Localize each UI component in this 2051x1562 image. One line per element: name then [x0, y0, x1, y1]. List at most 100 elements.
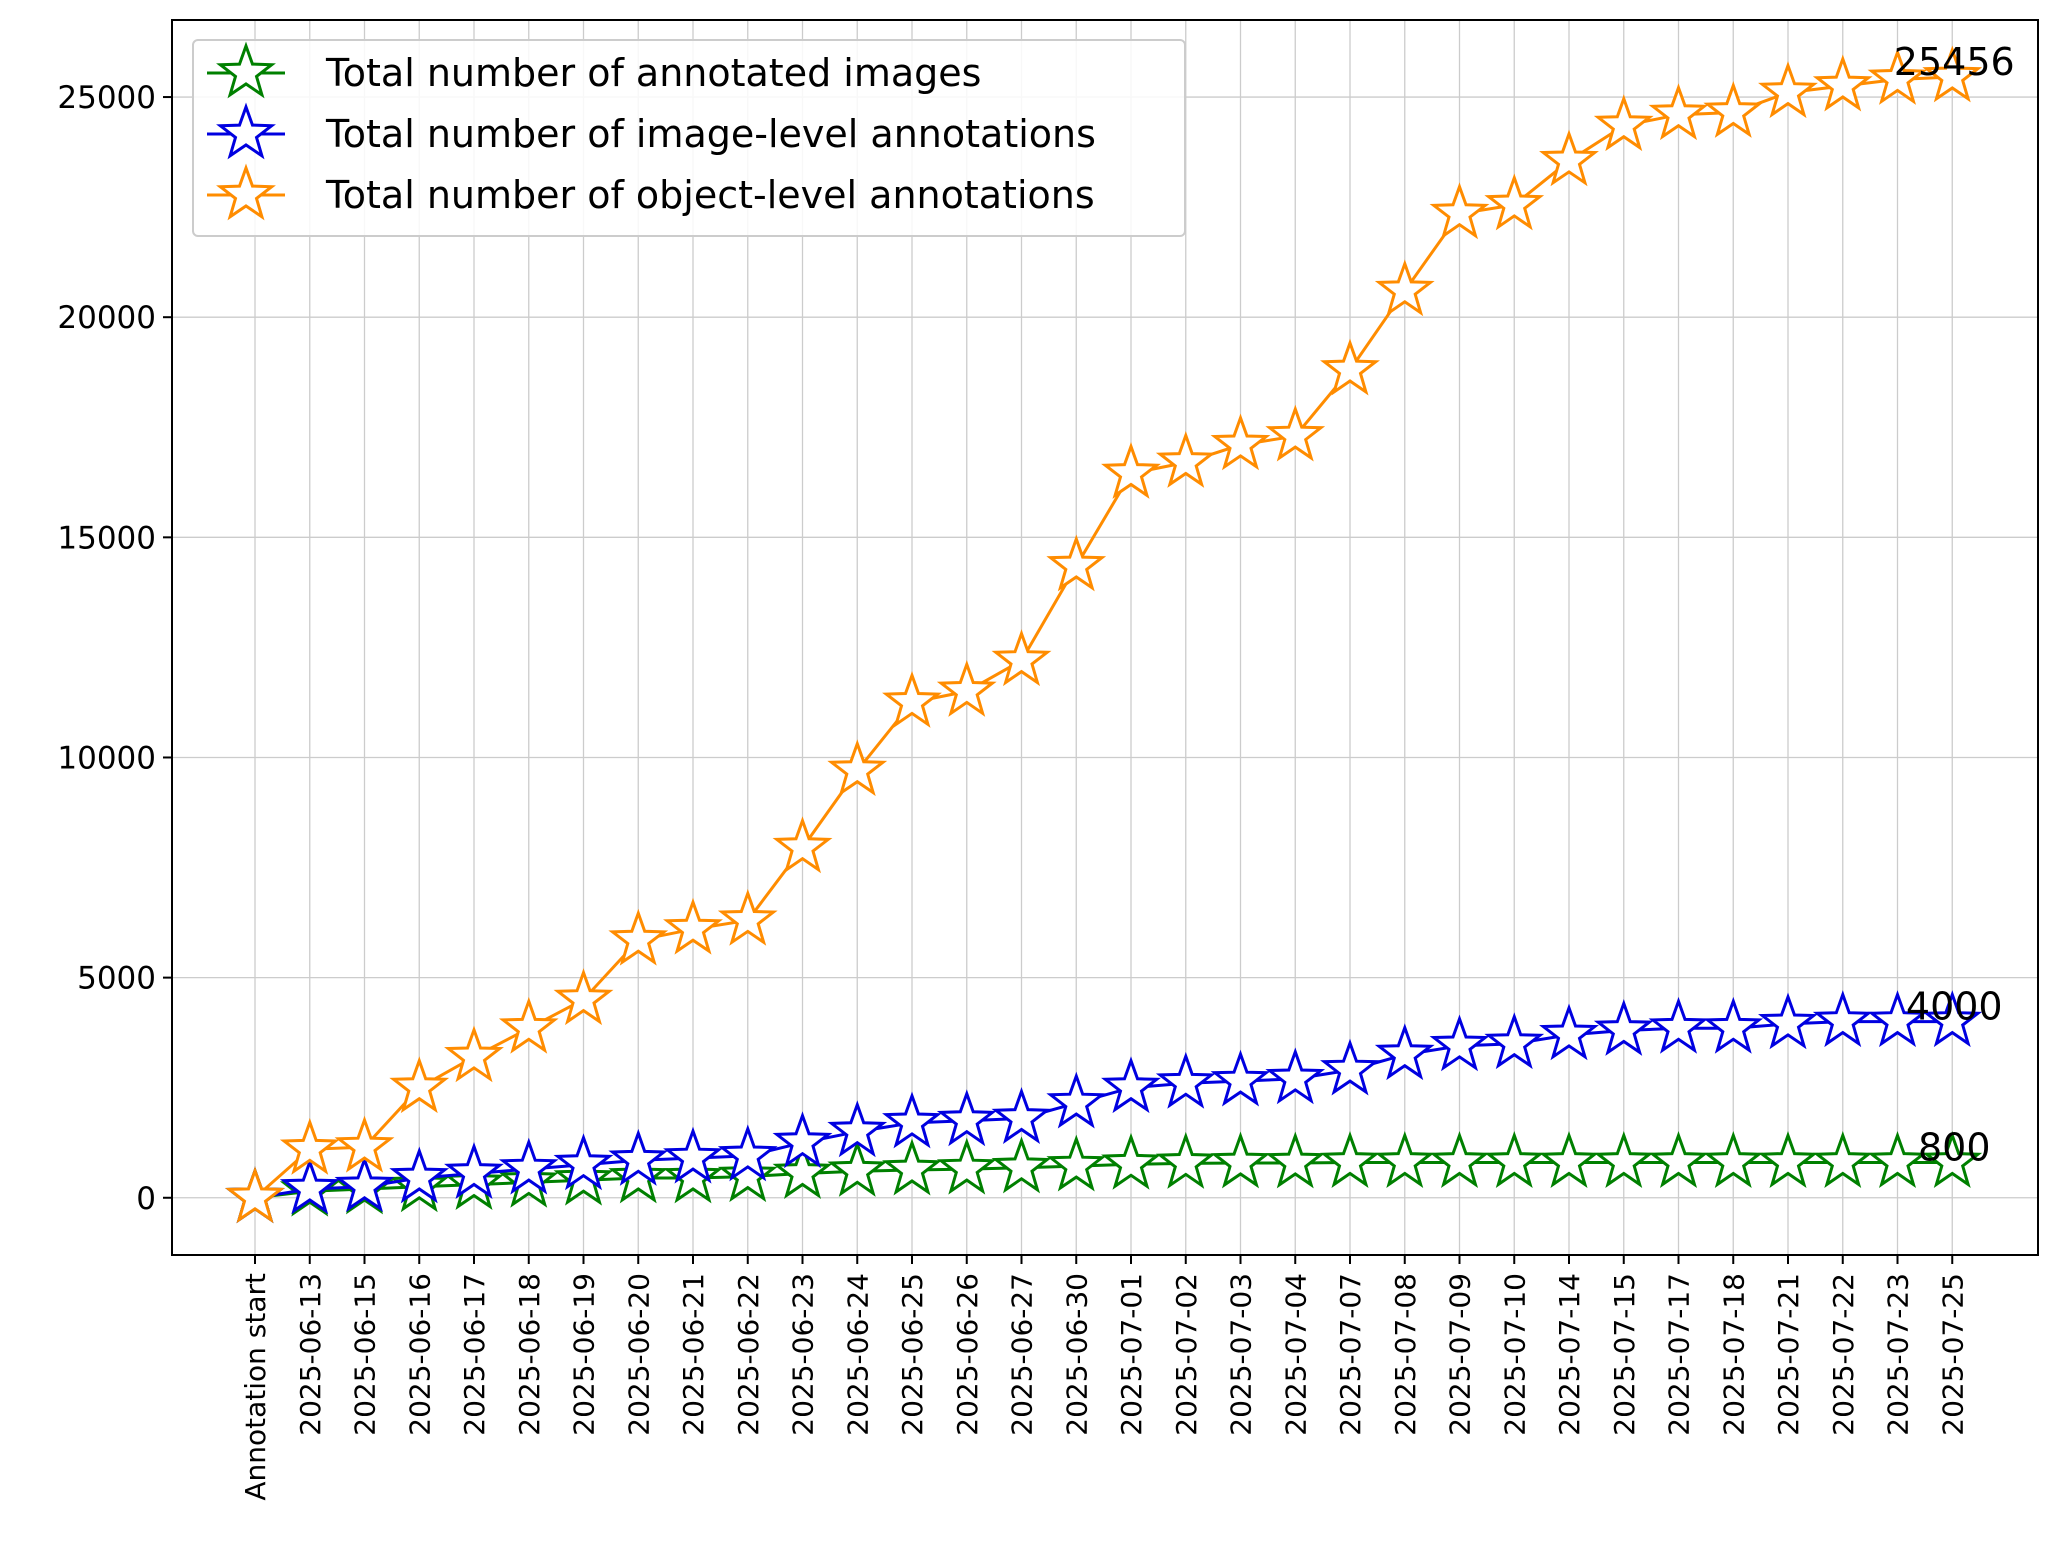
data-point [882, 670, 942, 728]
x-tick-label: 2025-06-19 [568, 1273, 601, 1436]
legend-label: Total number of object-level annotations [325, 173, 1095, 217]
data-point [991, 1087, 1052, 1145]
y-axis: 0 5000 10000 15000 20000 25000 [57, 80, 172, 1217]
end-labels: 800 4000 25456 [1894, 40, 2015, 1170]
data-point [772, 1142, 833, 1200]
legend-label: Total number of annotated images [325, 51, 981, 95]
data-point [225, 1166, 285, 1224]
y-tick-label: 5000 [77, 961, 156, 997]
data-point [553, 968, 614, 1026]
data-point [608, 1128, 669, 1186]
data-point [608, 1146, 669, 1204]
data-point [1867, 47, 1928, 105]
data-point [1703, 1131, 1764, 1189]
data-point [717, 888, 778, 946]
end-value-label: 800 [1918, 1126, 1991, 1170]
x-tick-label: 2025-06-26 [951, 1273, 984, 1436]
data-point [1210, 413, 1271, 471]
data-point [827, 739, 888, 797]
x-tick-label: 2025-07-02 [1170, 1273, 1203, 1436]
data-point [1812, 990, 1873, 1048]
y-tick-label: 15000 [57, 520, 156, 556]
x-tick-label: 2025-06-22 [732, 1273, 765, 1436]
data-point [1265, 404, 1326, 462]
data-point [936, 1137, 997, 1195]
series-line [254, 1020, 1953, 1200]
x-tick-label: 2025-06-27 [1006, 1273, 1039, 1436]
data-point [1320, 338, 1380, 396]
data-point [827, 1100, 888, 1158]
data-point [1703, 81, 1764, 138]
data-point [936, 659, 997, 717]
x-tick-label: 2025-07-17 [1663, 1273, 1696, 1436]
data-point [1429, 1014, 1490, 1072]
series-3 [225, 45, 1983, 1224]
data-point [498, 1137, 559, 1195]
x-tick-label: 2025-06-20 [622, 1273, 655, 1436]
x-tick-label: 2025-07-15 [1608, 1273, 1641, 1436]
x-tick-label: 2025-07-07 [1334, 1273, 1367, 1436]
data-point [498, 996, 559, 1054]
data-point [882, 1138, 942, 1196]
data-point [1155, 1051, 1216, 1109]
data-point [1539, 1131, 1599, 1189]
data-point [827, 1139, 888, 1197]
x-tick-label: 2025-07-10 [1498, 1273, 1531, 1436]
data-point [1101, 442, 1161, 499]
data-point [1812, 54, 1873, 112]
legend: Total number of annotated images Total nu… [192, 39, 1186, 237]
data-point [1648, 83, 1709, 141]
data-point [1046, 1071, 1107, 1129]
data-point [1429, 1131, 1490, 1189]
x-tick-label: 2025-07-09 [1444, 1273, 1477, 1436]
x-tick-label: 2025-06-16 [403, 1273, 436, 1436]
data-point [1539, 1003, 1599, 1061]
data-point [717, 1145, 778, 1203]
end-value-label: 25456 [1894, 40, 2015, 84]
x-tick-label: 2025-07-08 [1389, 1273, 1422, 1436]
data-point [1758, 992, 1818, 1050]
data-point [1758, 1131, 1818, 1189]
data-point [389, 1146, 450, 1204]
data-point [1155, 1131, 1216, 1189]
data-point [444, 1025, 504, 1083]
data-point [663, 897, 723, 955]
data-point [1320, 1131, 1380, 1189]
data-point [1812, 1131, 1873, 1189]
data-point [772, 1111, 833, 1169]
data-point [772, 816, 833, 874]
y-tick-label: 10000 [57, 740, 156, 776]
plot-frame [171, 19, 2039, 1256]
data-point [1320, 1038, 1380, 1096]
data-point [1265, 1131, 1326, 1189]
data-point [334, 1115, 395, 1173]
series-layer [225, 45, 1983, 1224]
y-tick-label: 0 [136, 1181, 156, 1217]
data-point [663, 1146, 723, 1204]
data-point [1429, 182, 1490, 240]
legend-marker [216, 102, 276, 160]
data-point [389, 1056, 450, 1114]
data-point [936, 1089, 997, 1147]
data-point [1101, 1056, 1161, 1114]
x-tick-label: 2025-07-22 [1827, 1273, 1860, 1436]
data-point [444, 1142, 504, 1200]
legend-marker [216, 163, 276, 221]
data-point [1155, 431, 1216, 488]
x-tick-label: 2025-07-14 [1553, 1273, 1586, 1436]
x-tick-label: 2025-06-30 [1060, 1273, 1093, 1436]
legend-box [192, 39, 1186, 237]
data-point [991, 1136, 1052, 1194]
legend-marker [216, 41, 276, 99]
data-point [1758, 61, 1818, 119]
x-tick-label: 2025-07-21 [1772, 1273, 1805, 1436]
x-tick-label: 2025-07-03 [1225, 1273, 1258, 1436]
legend-label: Total number of image-level annotations [325, 112, 1096, 156]
data-point [1867, 990, 1928, 1048]
data-point [882, 1091, 942, 1149]
series-1 [225, 1131, 1983, 1224]
x-tick-label: 2025-07-25 [1936, 1273, 1969, 1436]
x-tick-label: Annotation start [239, 1273, 272, 1501]
x-tick-label: 2025-06-18 [513, 1273, 546, 1436]
